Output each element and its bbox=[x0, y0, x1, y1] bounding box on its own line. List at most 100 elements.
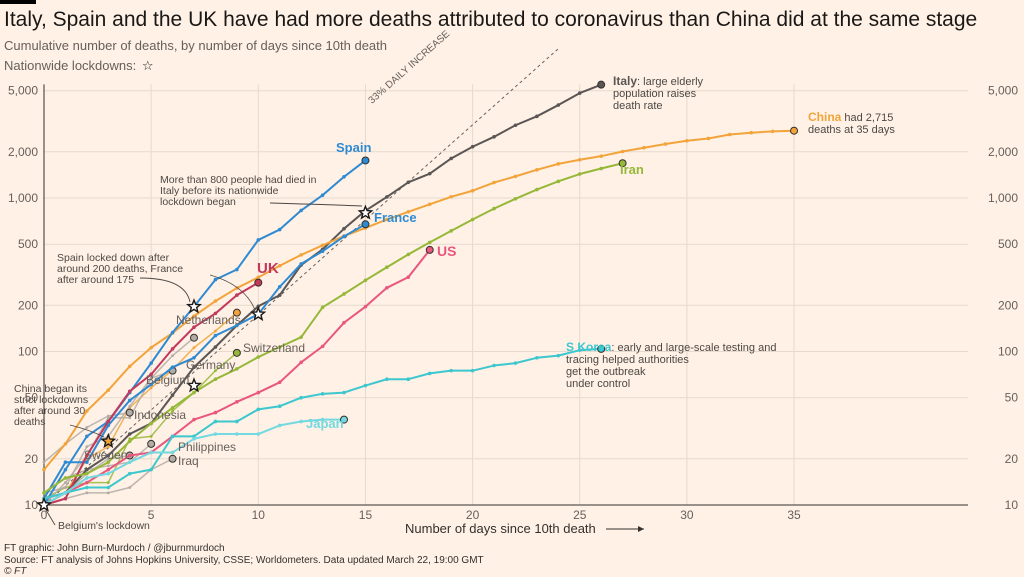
lockdown-star-italy bbox=[357, 204, 374, 220]
data-point bbox=[492, 363, 496, 368]
data-point bbox=[63, 442, 68, 446]
y-tick-label-left: 20 bbox=[25, 452, 39, 466]
data-point bbox=[320, 193, 325, 197]
series-endpoint bbox=[147, 439, 156, 448]
y-tick-label-right: 100 bbox=[998, 345, 1018, 359]
data-point bbox=[427, 171, 432, 176]
x-tick-label: 15 bbox=[359, 508, 373, 522]
data-point bbox=[106, 453, 111, 458]
data-point bbox=[770, 129, 775, 134]
data-point bbox=[106, 388, 111, 392]
data-point bbox=[127, 471, 132, 476]
data-point bbox=[192, 355, 196, 360]
series-label-germany: Germany bbox=[186, 358, 235, 372]
data-point bbox=[127, 453, 132, 458]
data-point bbox=[128, 404, 132, 408]
data-point bbox=[449, 368, 453, 373]
series-label-iran: Iran bbox=[620, 162, 644, 177]
data-point bbox=[213, 333, 218, 338]
series-endpoint bbox=[125, 408, 134, 417]
data-point bbox=[449, 195, 453, 199]
data-point bbox=[535, 114, 539, 119]
data-point bbox=[320, 305, 325, 310]
data-point bbox=[213, 345, 218, 349]
data-point bbox=[127, 460, 132, 465]
chart-title: Italy, Spain and the UK have had more de… bbox=[4, 8, 978, 31]
annotation-belgium-lockdown: Belgium's lockdown bbox=[58, 520, 150, 532]
data-point bbox=[149, 450, 153, 455]
y-tick-label-right: 20 bbox=[1005, 452, 1019, 466]
series-label-belgium: Belgium bbox=[146, 373, 189, 387]
series-label-spain: Spain bbox=[336, 140, 371, 155]
data-point bbox=[192, 365, 196, 370]
data-point bbox=[149, 376, 153, 380]
data-point bbox=[556, 103, 561, 107]
data-point bbox=[85, 471, 89, 476]
data-point bbox=[277, 284, 282, 289]
data-point bbox=[85, 426, 89, 429]
data-point bbox=[256, 355, 261, 359]
series-line-china bbox=[43, 129, 795, 471]
data-point bbox=[85, 453, 89, 458]
data-point bbox=[577, 348, 582, 352]
data-point bbox=[277, 293, 282, 297]
data-point bbox=[127, 398, 132, 403]
lockdown-star-france bbox=[250, 305, 267, 322]
data-point bbox=[320, 249, 325, 254]
data-point bbox=[492, 206, 496, 211]
data-point bbox=[192, 346, 196, 350]
series-endpoint bbox=[361, 156, 370, 165]
data-point bbox=[342, 226, 346, 231]
data-point bbox=[299, 360, 303, 365]
y-tick-label-right: 10 bbox=[1005, 498, 1019, 512]
x-tick-label: 0 bbox=[41, 508, 48, 522]
data-point bbox=[235, 367, 239, 371]
data-point bbox=[42, 491, 46, 495]
series-label-philippines: Philippines bbox=[178, 440, 236, 454]
data-point bbox=[449, 229, 453, 233]
data-point bbox=[406, 275, 411, 279]
ft-top-bar bbox=[0, 0, 36, 4]
data-point bbox=[42, 460, 46, 464]
data-point bbox=[213, 377, 218, 382]
data-point bbox=[85, 467, 89, 472]
data-point bbox=[170, 405, 175, 410]
leader-spain bbox=[139, 277, 191, 303]
data-point bbox=[535, 355, 539, 360]
data-point bbox=[213, 277, 218, 282]
series-label-sweden: Sweden bbox=[84, 448, 127, 462]
series-endpoint bbox=[168, 454, 177, 463]
data-point bbox=[556, 162, 561, 166]
data-point bbox=[235, 323, 239, 328]
lockdown-legend-label: Nationwide lockdowns: bbox=[4, 58, 137, 73]
y-tick-label-right: 5,000 bbox=[988, 84, 1018, 98]
leader-china bbox=[69, 424, 105, 438]
data-point bbox=[277, 404, 282, 409]
y-tick-label-left: 10 bbox=[25, 498, 39, 512]
data-point bbox=[363, 383, 368, 388]
lockdown-star-uk bbox=[185, 377, 203, 393]
series-line-germany bbox=[43, 337, 195, 494]
y-tick-label-right: 1,000 bbox=[988, 191, 1018, 205]
data-point bbox=[299, 253, 303, 257]
data-point bbox=[577, 157, 582, 162]
data-point bbox=[85, 445, 89, 449]
footer-copyright: © FT bbox=[4, 566, 27, 577]
lockdown-legend: Nationwide lockdowns: ☆ bbox=[4, 58, 154, 74]
data-point bbox=[149, 434, 153, 438]
data-point bbox=[127, 364, 132, 369]
reference-line bbox=[43, 48, 559, 506]
data-point bbox=[556, 179, 561, 184]
data-point bbox=[385, 217, 389, 222]
data-point bbox=[171, 354, 174, 358]
series-label-indonesia: Indonesia bbox=[134, 408, 186, 422]
data-point bbox=[213, 311, 218, 316]
data-point bbox=[513, 123, 518, 128]
data-point bbox=[127, 389, 132, 394]
data-point bbox=[470, 368, 475, 373]
series-label-uk: UK bbox=[257, 260, 279, 277]
data-point bbox=[127, 439, 132, 444]
y-tick-label-right: 2,000 bbox=[988, 145, 1018, 159]
leader-italy bbox=[269, 202, 363, 207]
data-point bbox=[170, 365, 175, 370]
